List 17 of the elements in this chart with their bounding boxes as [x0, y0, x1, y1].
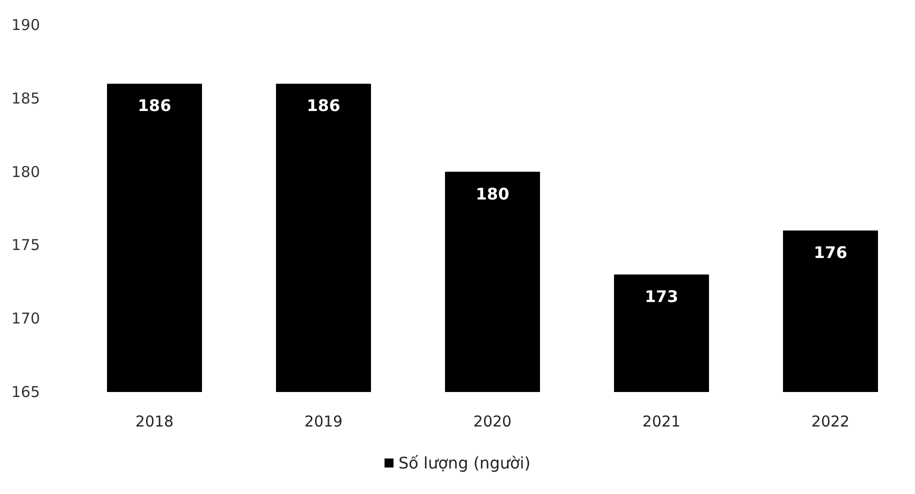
data-label: 176	[814, 243, 848, 262]
data-label: 186	[138, 96, 172, 116]
y-tick-label: 170	[11, 310, 40, 328]
legend-label: Số lượng (người)	[398, 454, 530, 472]
x-tick-label: 2021	[642, 412, 681, 430]
data-label: 180	[476, 184, 510, 204]
data-label: 173	[644, 287, 678, 306]
y-tick-label: 185	[11, 89, 40, 108]
x-tick-label: 2018	[135, 412, 174, 430]
data-label: 186	[306, 96, 340, 116]
y-tick-label: 190	[11, 16, 40, 34]
y-tick-label: 180	[11, 162, 40, 181]
y-tick-label: 165	[11, 383, 40, 401]
y-tick-label: 175	[11, 236, 40, 254]
x-tick-label: 2020	[473, 412, 512, 430]
x-tick-label: 2022	[811, 412, 850, 430]
x-tick-label: 2019	[304, 412, 343, 430]
